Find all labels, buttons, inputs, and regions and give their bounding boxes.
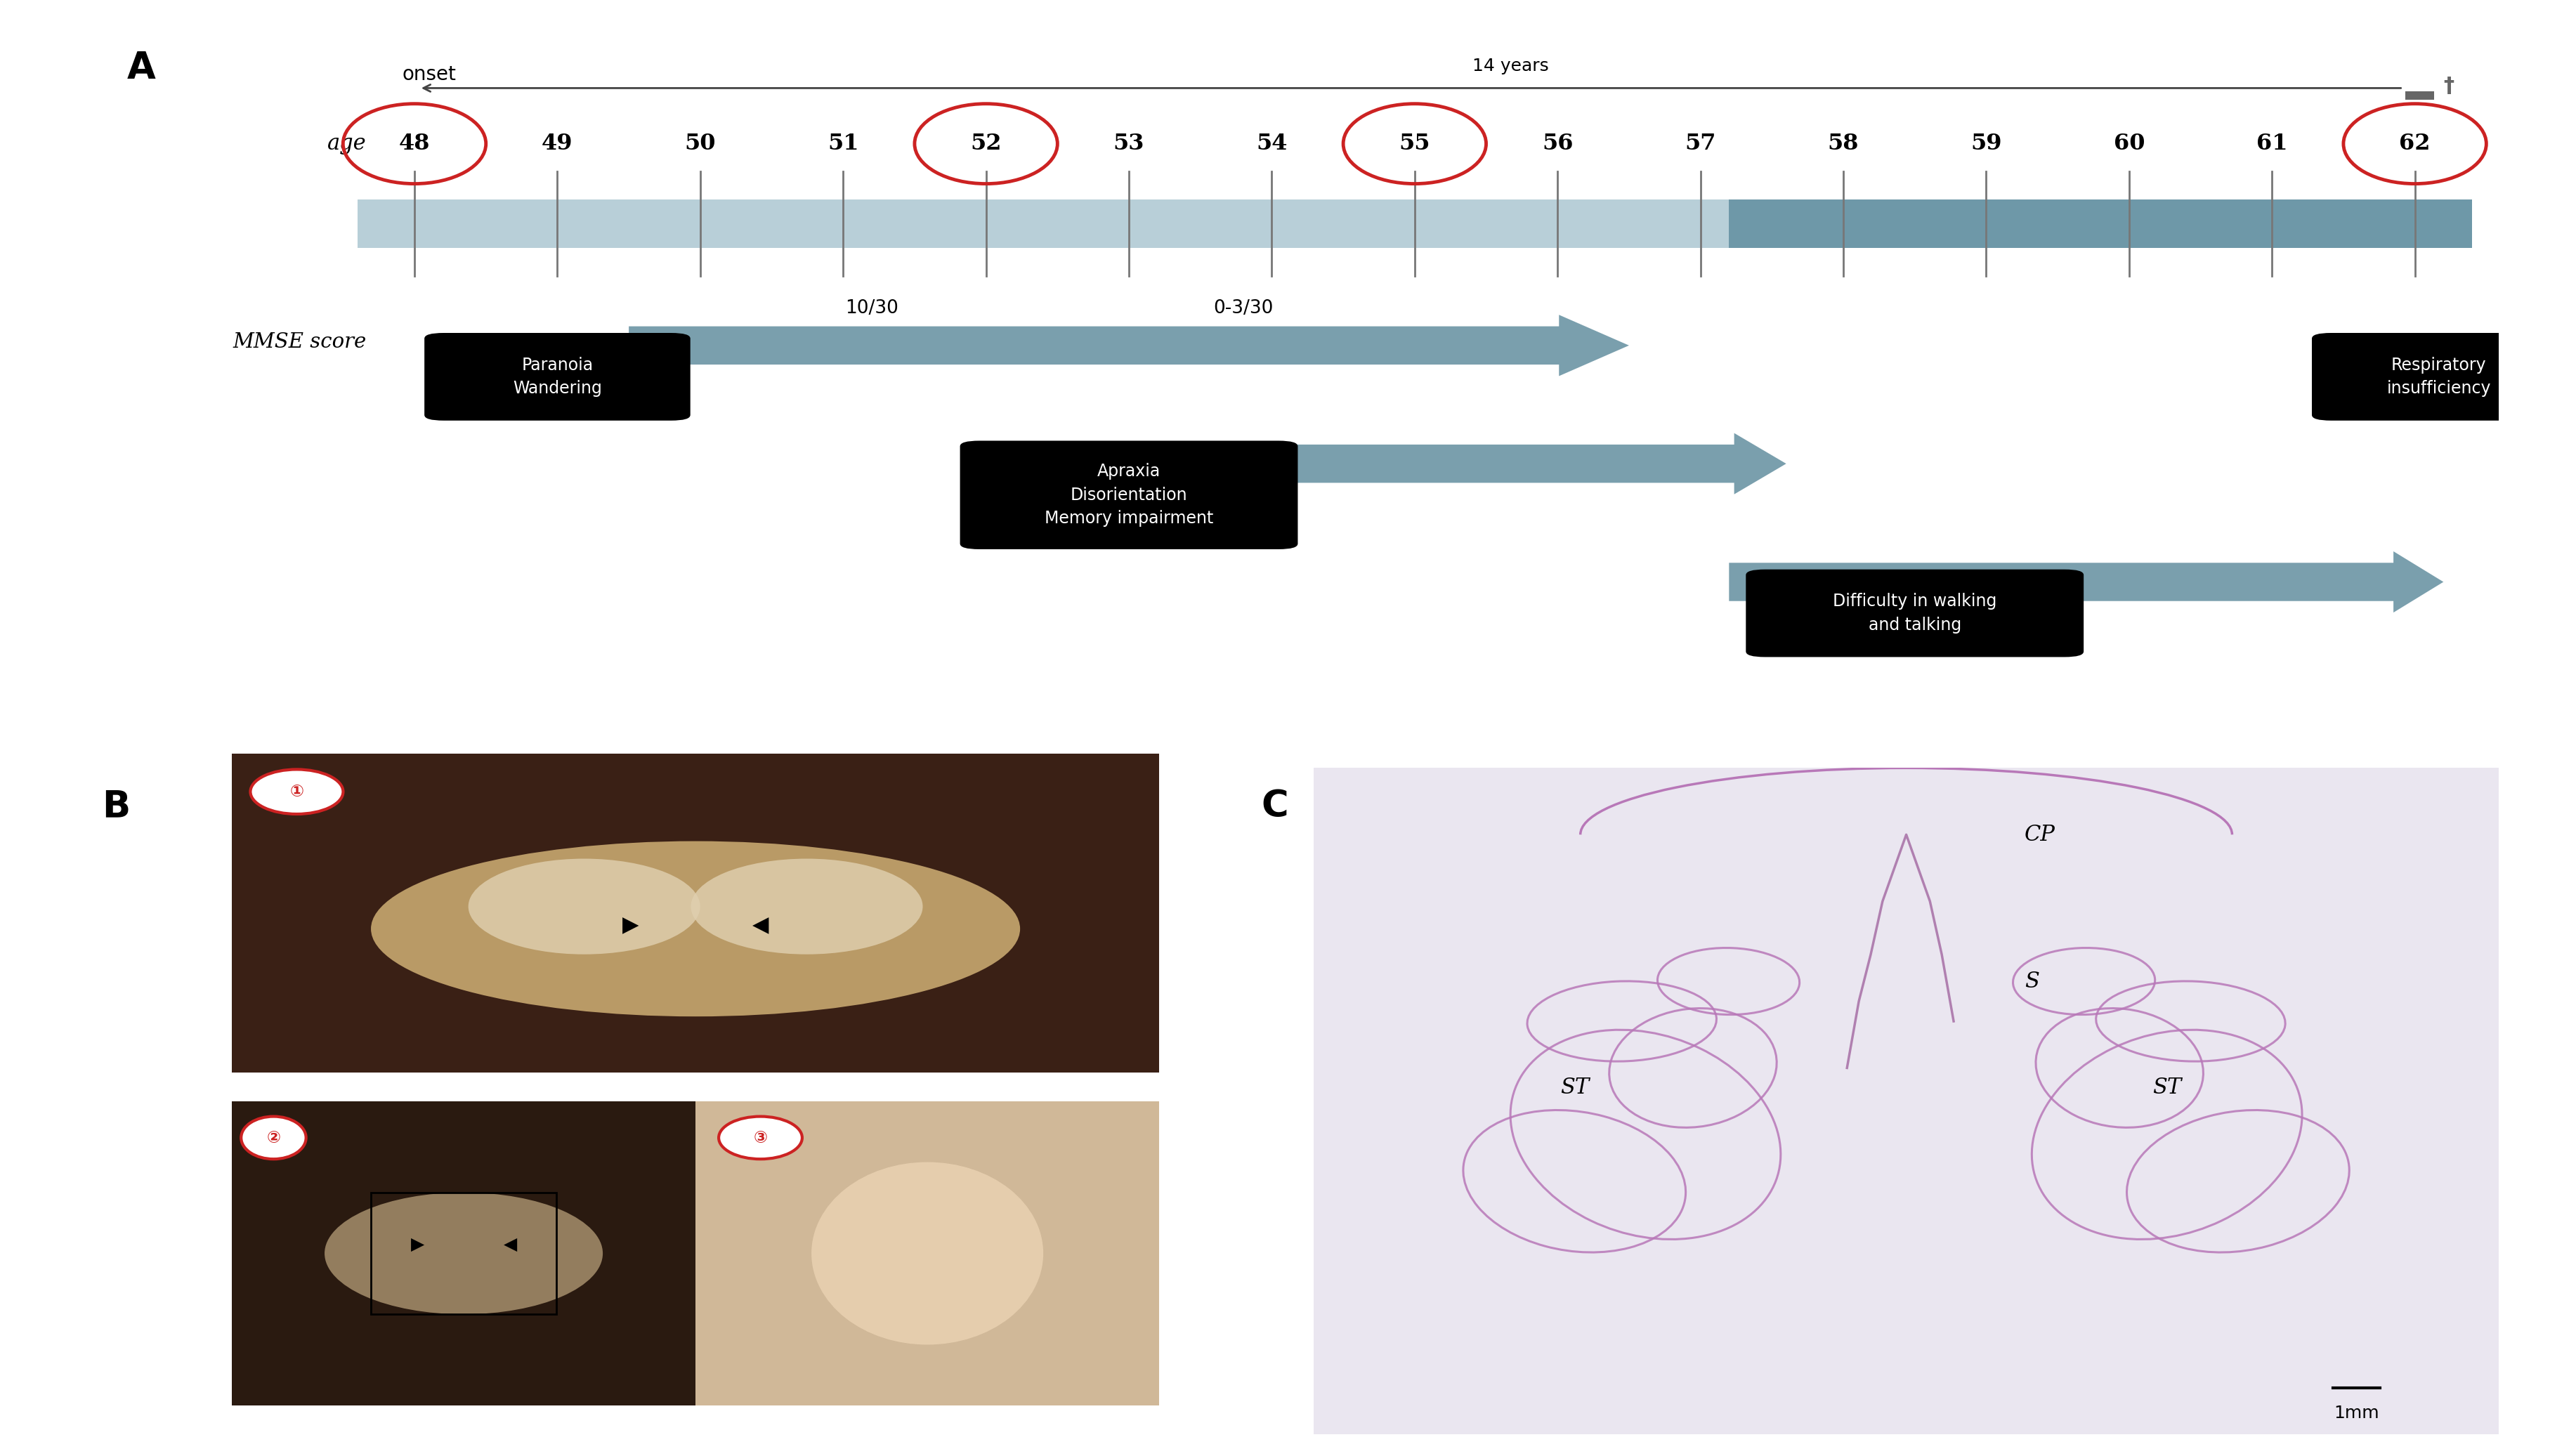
Bar: [371, 1193, 556, 1314]
Text: MMSE score: MMSE score: [232, 332, 366, 352]
Ellipse shape: [811, 1162, 1043, 1345]
Text: 61: 61: [2257, 133, 2287, 155]
Text: age: age: [327, 133, 366, 155]
Text: ③: ③: [752, 1129, 768, 1146]
Text: 62: 62: [2398, 133, 2432, 155]
Text: 0-3/30: 0-3/30: [1213, 300, 1273, 317]
Ellipse shape: [250, 769, 343, 814]
Ellipse shape: [690, 859, 922, 955]
Text: 57: 57: [1685, 133, 1716, 155]
FancyArrow shape: [1043, 433, 1785, 494]
Text: Paranoia
Wandering: Paranoia Wandering: [513, 356, 603, 397]
Text: 49: 49: [541, 133, 572, 155]
Text: Difficulty in walking
and talking: Difficulty in walking and talking: [1832, 593, 1996, 633]
Text: 52: 52: [971, 133, 1002, 155]
Text: S: S: [2025, 971, 2040, 993]
Text: ◀: ◀: [502, 1236, 518, 1253]
Ellipse shape: [242, 1116, 307, 1159]
FancyBboxPatch shape: [1747, 569, 2084, 656]
Text: ▶: ▶: [623, 916, 639, 936]
Ellipse shape: [371, 840, 1020, 1017]
Text: CP: CP: [2025, 823, 2056, 846]
Text: ▶: ▶: [410, 1236, 425, 1253]
Text: Respiratory
insufficiency: Respiratory insufficiency: [2388, 356, 2491, 397]
Text: A: A: [126, 49, 155, 87]
Ellipse shape: [719, 1116, 801, 1159]
Text: 55: 55: [1399, 133, 1430, 155]
FancyArrow shape: [1728, 551, 2445, 613]
Text: 60: 60: [2112, 133, 2146, 155]
FancyBboxPatch shape: [2311, 333, 2566, 420]
Text: C: C: [1262, 788, 1288, 824]
Text: ST: ST: [2154, 1077, 2182, 1098]
Text: ST: ST: [1561, 1077, 1589, 1098]
Text: Apraxia
Disorientation
Memory impairment: Apraxia Disorientation Memory impairment: [1043, 464, 1213, 527]
Text: 54: 54: [1257, 133, 1288, 155]
Text: 59: 59: [1971, 133, 2002, 155]
FancyBboxPatch shape: [425, 333, 690, 420]
Ellipse shape: [325, 1193, 603, 1314]
Ellipse shape: [469, 859, 701, 955]
Text: 48: 48: [399, 133, 430, 155]
Text: 51: 51: [827, 133, 858, 155]
Text: B: B: [103, 788, 129, 824]
Text: onset: onset: [402, 65, 456, 84]
Text: 53: 53: [1113, 133, 1144, 155]
Text: †: †: [2442, 75, 2455, 96]
Text: 56: 56: [1543, 133, 1574, 155]
Text: ②: ②: [265, 1129, 281, 1146]
Bar: [358, 200, 1728, 248]
Text: 50: 50: [685, 133, 716, 155]
Text: 58: 58: [1829, 133, 1860, 155]
Text: ◀: ◀: [752, 916, 768, 936]
Text: 10/30: 10/30: [845, 300, 899, 317]
Text: 1mm: 1mm: [2334, 1404, 2380, 1421]
Bar: [1728, 200, 2473, 248]
FancyArrow shape: [629, 314, 1628, 377]
Text: ①: ①: [289, 784, 304, 800]
Bar: [2406, 91, 2434, 100]
Text: 14 years: 14 years: [1473, 58, 1548, 74]
FancyBboxPatch shape: [961, 440, 1298, 549]
